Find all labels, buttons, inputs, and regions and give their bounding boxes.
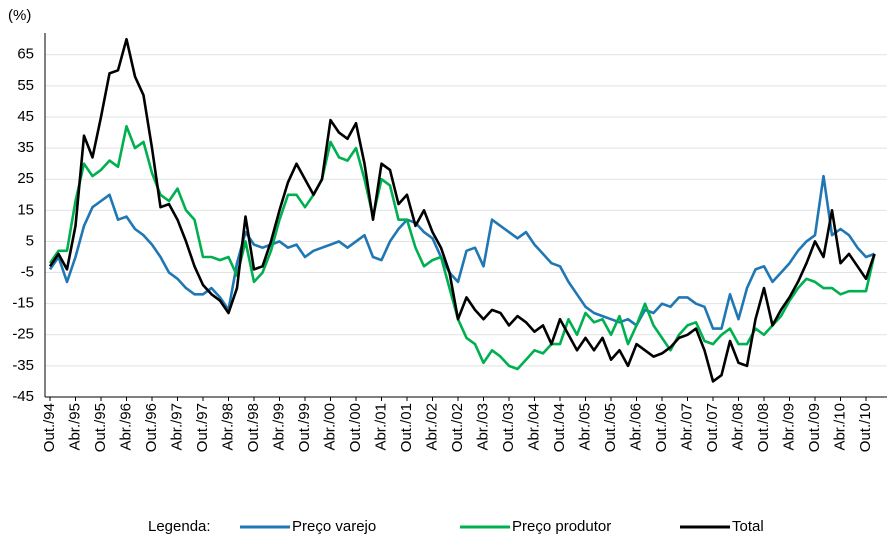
series-line (48, 37, 876, 383)
y-tick-label: 5 (26, 232, 34, 249)
x-tick-label: Abr./98 (219, 403, 236, 451)
x-tick-label: Abr./09 (780, 403, 797, 451)
x-tick-label: Out./08 (755, 403, 772, 452)
series-line (48, 125, 876, 371)
x-tick-label: Abr./97 (168, 403, 185, 451)
x-tick-label: Abr./04 (525, 403, 542, 451)
x-tick-label: Out./00 (347, 403, 364, 452)
legend-label: Total (732, 518, 764, 535)
x-tick-label: Abr./03 (474, 403, 491, 451)
x-tick-label: Out./10 (857, 403, 874, 452)
y-tick-label: 35 (17, 139, 34, 156)
x-tick-label: Abr./02 (423, 403, 440, 451)
x-tick-label: Out./96 (143, 403, 160, 452)
y-tick-label: 45 (17, 108, 34, 125)
y-tick-label: -25 (12, 326, 34, 343)
y-tick-label: -45 (12, 388, 34, 405)
x-tick-label: Out./01 (398, 403, 415, 452)
x-tick-label: Abr./96 (117, 403, 134, 451)
y-tick-label: -15 (12, 295, 34, 312)
x-tick-label: Out./94 (41, 403, 58, 452)
x-tick-label: Out./97 (194, 403, 211, 452)
x-tick-label: Abr./00 (321, 403, 338, 451)
x-tick-label: Abr./10 (831, 403, 848, 451)
x-tick-label: Out./99 (296, 403, 313, 452)
x-tick-label: Abr./08 (729, 403, 746, 451)
x-tick-label: Out./98 (245, 403, 262, 452)
x-tick-label: Out./07 (704, 403, 721, 452)
x-tick-label: Out./02 (449, 403, 466, 452)
x-tick-label: Abr./06 (627, 403, 644, 451)
y-tick-label: 25 (17, 170, 34, 187)
x-tick-label: Out./09 (806, 403, 823, 452)
legend-label: Preço varejo (292, 518, 376, 535)
y-tick-label: -5 (21, 264, 34, 281)
legend-title: Legenda: (148, 518, 211, 535)
x-tick-label: Out./06 (653, 403, 670, 452)
x-tick-label: Abr./01 (372, 403, 389, 451)
x-tick-label: Abr./07 (678, 403, 695, 451)
y-tick-label: -35 (12, 357, 34, 374)
x-tick-label: Abr./05 (576, 403, 593, 451)
y-tick-label: 55 (17, 77, 34, 94)
x-tick-label: Abr./99 (270, 403, 287, 451)
x-tick-label: Abr./95 (66, 403, 83, 451)
x-tick-label: Out./95 (92, 403, 109, 452)
legend-label: Preço produtor (512, 518, 611, 535)
x-tick-label: Out./05 (602, 403, 619, 452)
series-line (48, 174, 875, 330)
y-tick-label: 65 (17, 46, 34, 63)
x-tick-label: Out./03 (500, 403, 517, 452)
y-axis-label: (%) (8, 7, 31, 24)
y-tick-label: 15 (17, 201, 34, 218)
x-tick-label: Out./04 (551, 403, 568, 452)
